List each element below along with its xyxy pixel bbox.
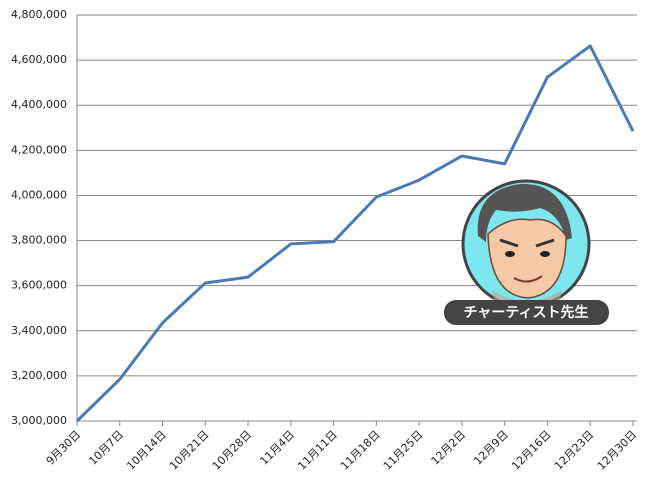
x-tick-label: 9月30日 [44,428,84,468]
x-tick-label: 12月23日 [552,428,597,473]
avatar-label: チャーティスト先生 [463,304,588,321]
x-tick-label: 12月30日 [595,428,640,473]
y-tick-label: 3,200,000 [11,369,67,382]
x-tick-label: 11月18日 [338,428,383,473]
x-tick-label: 10月28日 [210,428,255,473]
x-tick-label: 12月9日 [471,428,511,468]
x-tick-label: 10月21日 [167,428,212,473]
y-tick-label: 4,600,000 [11,53,67,66]
y-tick-label: 3,600,000 [11,279,67,292]
x-tick-label: 11月11日 [295,428,340,473]
y-tick-label: 4,400,000 [11,98,67,111]
y-tick-label: 3,800,000 [11,234,67,247]
x-tick-label: 12月2日 [429,428,469,468]
y-tick-label: 4,000,000 [11,188,67,201]
y-tick-label: 4,200,000 [11,143,67,156]
avatar: チャーティスト先生 [444,179,609,325]
y-tick-label: 3,000,000 [11,414,67,427]
y-tick-label: 3,400,000 [11,324,67,337]
series-line [75,44,635,423]
x-tick-label: 10月7日 [86,428,126,468]
x-tick-label: 11月4日 [257,428,297,468]
x-tick-label: 12月16日 [509,428,554,473]
x-tick-label: 10月14日 [124,428,169,473]
x-tick-label: 11月25日 [381,428,426,473]
y-tick-label: 4,800,000 [11,8,67,21]
